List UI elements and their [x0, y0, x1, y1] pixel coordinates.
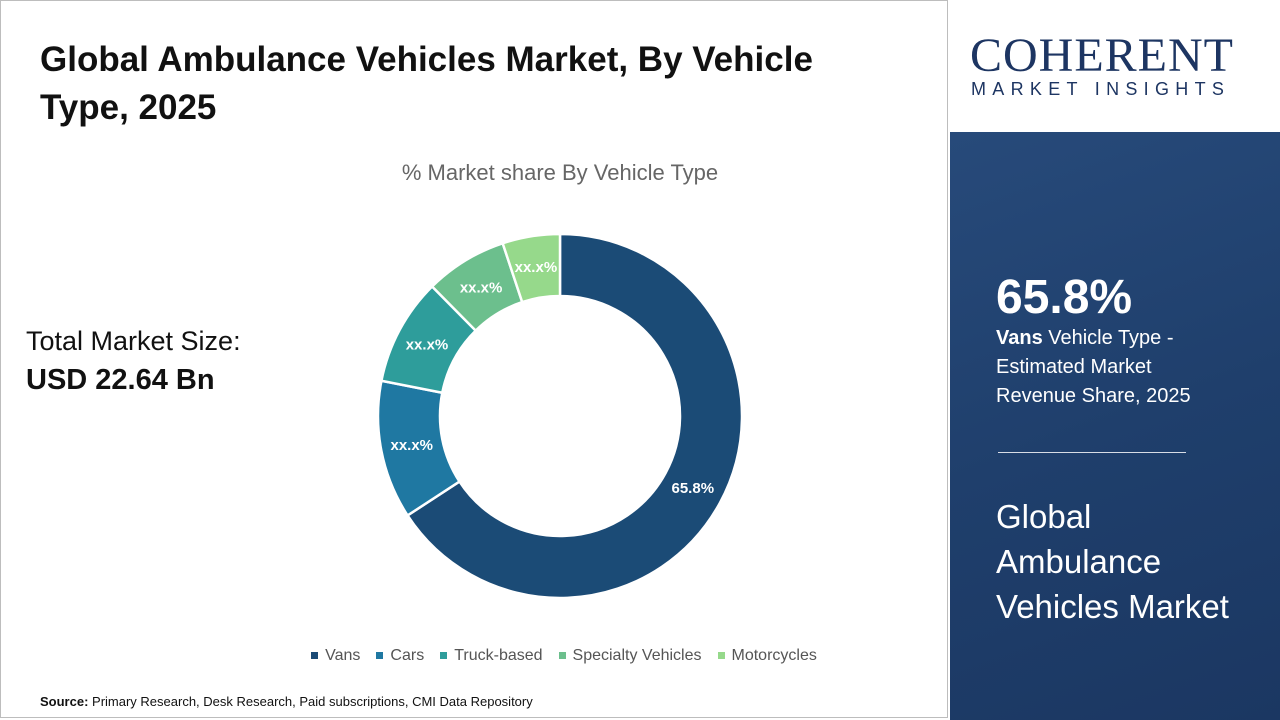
- divider: [998, 452, 1186, 453]
- data-label: 65.8%: [672, 480, 715, 497]
- highlight-text: Vehicle Type - Estimated Market Revenue …: [996, 327, 1191, 407]
- legend-label: Truck-based: [454, 647, 543, 664]
- legend-swatch: [558, 652, 566, 660]
- legend-swatch: [311, 652, 319, 660]
- donut-chart: 65.8% xx.x% xx.x% xx.x% xx.x%: [376, 232, 744, 600]
- logo-main-text: COHERENT: [970, 29, 1234, 82]
- logo-sub-text: MARKET INSIGHTS: [971, 79, 1231, 99]
- legend-item: Truck-based: [440, 647, 543, 665]
- data-label: xx.x%: [406, 337, 449, 354]
- chart-frame: [0, 0, 948, 718]
- data-label: xx.x%: [515, 259, 558, 276]
- legend-label: Specialty Vehicles: [572, 647, 702, 664]
- legend-label: Vans: [325, 647, 361, 664]
- legend-label: Cars: [390, 647, 425, 664]
- legend-item: Motorcycles: [717, 647, 817, 665]
- page-title: Global Ambulance Vehicles Market, By Veh…: [40, 40, 813, 127]
- slice-motorcycles: [501, 232, 562, 304]
- market-size-label: Total Market Size:: [26, 326, 241, 356]
- legend-item: Specialty Vehicles: [558, 647, 702, 665]
- market-name: Global Ambulance Vehicles Market: [996, 498, 1229, 625]
- highlight-segment: Vans: [996, 327, 1043, 349]
- legend-item: Vans: [311, 647, 360, 665]
- logo: COHERENT MARKET INSIGHTS: [950, 0, 1280, 132]
- data-label: xx.x%: [390, 437, 433, 454]
- legend-swatch: [440, 652, 448, 660]
- chart-legend: Vans Cars Truck-based Specialty Vehicles Mot…: [0, 647, 1128, 665]
- data-label: xx.x%: [460, 279, 503, 296]
- legend-swatch: [717, 652, 725, 660]
- side-panel: 65.8% Vans Vehicle Type - Estimated Mark…: [950, 132, 1280, 720]
- highlight-value: 65.8%: [996, 271, 1133, 324]
- legend-label: Motorcycles: [731, 647, 817, 664]
- highlight-description: Vans Vehicle Type - Estimated Market Rev…: [996, 324, 1226, 411]
- legend-swatch: [376, 652, 384, 660]
- chart-title: % Market share By Vehicle Type: [401, 160, 719, 185]
- source-label: Source:: [40, 694, 89, 709]
- slice-vans: [405, 232, 744, 600]
- source-note: Source: Primary Research, Desk Research,…: [40, 694, 533, 709]
- legend-item: Cars: [376, 647, 424, 665]
- market-size-value: USD 22.64 Bn: [26, 364, 215, 396]
- source-text: Primary Research, Desk Research, Paid su…: [92, 694, 533, 709]
